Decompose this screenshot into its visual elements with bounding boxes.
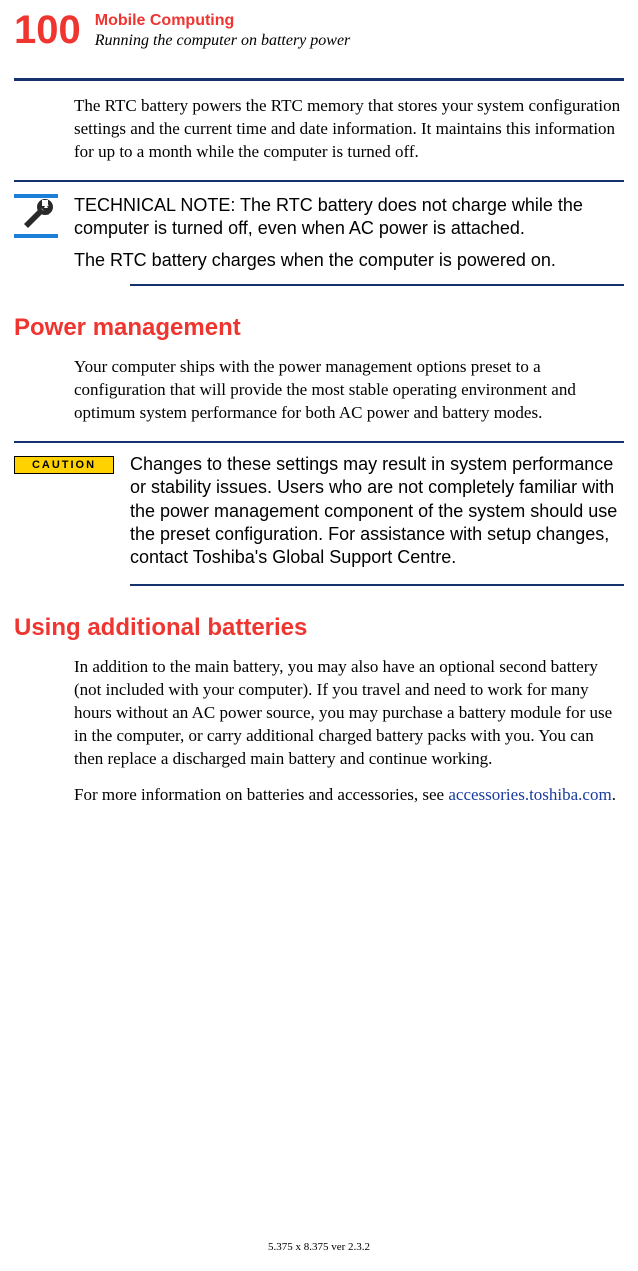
technical-note-text: TECHNICAL NOTE: The RTC battery does not… (74, 194, 624, 272)
additional-batteries-body1: In addition to the main battery, you may… (74, 656, 624, 771)
section-heading-additional-batteries: Using additional batteries (14, 614, 624, 642)
divider-rule (14, 78, 624, 81)
subchapter-title: Running the computer on battery power (95, 32, 351, 50)
intro-paragraph: The RTC battery powers the RTC memory th… (74, 95, 624, 164)
technical-note-line2: The RTC battery charges when the compute… (74, 249, 624, 272)
page-number: 100 (14, 10, 81, 50)
technical-note-block: TECHNICAL NOTE: The RTC battery does not… (14, 182, 624, 284)
caution-bottom-rule (130, 584, 624, 586)
note-bottom-rule (130, 284, 624, 286)
power-management-body: Your computer ships with the power manag… (74, 356, 624, 425)
header-titles: Mobile Computing Running the computer on… (95, 10, 351, 50)
caution-bottom-rule-wrap (130, 584, 624, 586)
page-header: 100 Mobile Computing Running the compute… (0, 0, 638, 50)
chapter-title: Mobile Computing (95, 12, 351, 30)
section-heading-power-management: Power management (14, 314, 624, 342)
caution-text: Changes to these settings may result in … (130, 453, 624, 570)
page-footer: 5.375 x 8.375 ver 2.3.2 (0, 1241, 638, 1253)
caution-block: CAUTION Changes to these settings may re… (14, 443, 624, 584)
note-bottom-rule-wrap (130, 284, 624, 286)
additional-batteries-body2: For more information on batteries and ac… (74, 784, 624, 807)
caution-badge: CAUTION (14, 456, 114, 474)
body2-suffix: . (612, 785, 616, 804)
wrench-icon (14, 194, 58, 238)
body2-prefix: For more information on batteries and ac… (74, 785, 448, 804)
technical-note-line1: TECHNICAL NOTE: The RTC battery does not… (74, 194, 624, 241)
accessories-link[interactable]: accessories.toshiba.com (448, 785, 611, 804)
